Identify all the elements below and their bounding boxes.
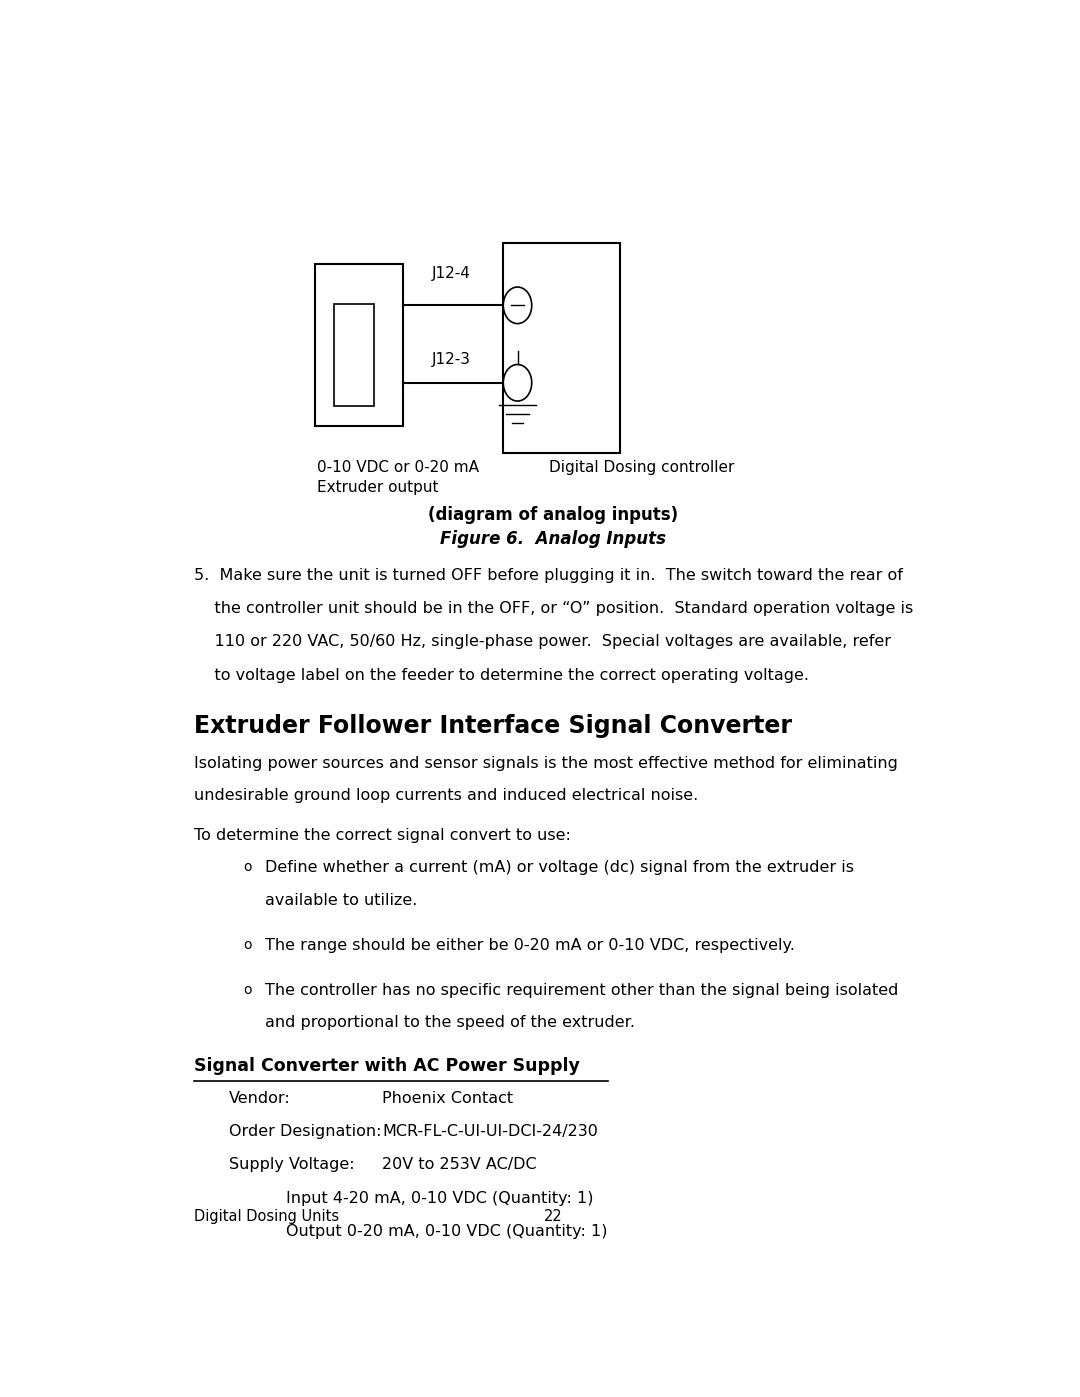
Text: To determine the correct signal convert to use:: To determine the correct signal convert … [193,828,570,844]
Text: 110 or 220 VAC, 50/60 Hz, single-phase power.  Special voltages are available, r: 110 or 220 VAC, 50/60 Hz, single-phase p… [193,634,891,650]
Text: Vendor:: Vendor: [229,1091,291,1105]
Bar [503,243,620,453]
Circle shape [503,365,531,401]
Text: Digital Dosing controller: Digital Dosing controller [550,460,734,475]
Text: J12-4: J12-4 [432,265,471,281]
Text: o: o [244,983,253,997]
Text: Extruder Follower Interface Signal Converter: Extruder Follower Interface Signal Conve… [193,714,792,738]
Text: to voltage label on the feeder to determine the correct operating voltage.: to voltage label on the feeder to determ… [193,668,809,683]
Text: The range should be either be 0-20 mA or 0-10 VDC, respectively.: The range should be either be 0-20 mA or… [265,937,795,953]
Text: Define whether a current (mA) or voltage (dc) signal from the extruder is: Define whether a current (mA) or voltage… [265,861,853,876]
Bar [315,264,403,426]
Text: Order Designation:: Order Designation: [229,1125,381,1139]
Text: 5.  Make sure the unit is turned OFF before plugging it in.  The switch toward t: 5. Make sure the unit is turned OFF befo… [193,567,903,583]
Text: o: o [244,937,253,951]
Text: Supply Voltage:: Supply Voltage: [229,1157,354,1172]
Text: 22: 22 [544,1208,563,1224]
Text: Output 0-20 mA, 0-10 VDC (Quantity: 1): Output 0-20 mA, 0-10 VDC (Quantity: 1) [285,1224,607,1239]
Text: 20V to 253V AC/DC: 20V to 253V AC/DC [382,1157,537,1172]
Text: Signal Converter with AC Power Supply: Signal Converter with AC Power Supply [193,1058,580,1076]
Text: 0-10 VDC or 0-20 mA: 0-10 VDC or 0-20 mA [318,460,480,475]
Text: Figure 6.  Analog Inputs: Figure 6. Analog Inputs [441,529,666,548]
Text: o: o [244,861,253,875]
Text: available to utilize.: available to utilize. [265,893,417,908]
Text: The controller has no specific requirement other than the signal being isolated: The controller has no specific requireme… [265,983,899,997]
Text: Isolating power sources and sensor signals is the most effective method for elim: Isolating power sources and sensor signa… [193,756,897,771]
Text: Extruder output: Extruder output [318,479,438,495]
Text: undesirable ground loop currents and induced electrical noise.: undesirable ground loop currents and ind… [193,788,698,803]
Text: Phoenix Contact: Phoenix Contact [382,1091,513,1105]
Text: J12-3: J12-3 [432,352,471,366]
Text: Input 4-20 mA, 0-10 VDC (Quantity: 1): Input 4-20 mA, 0-10 VDC (Quantity: 1) [285,1190,593,1206]
Bar [334,305,375,407]
Text: the controller unit should be in the OFF, or “O” position.  Standard operation v: the controller unit should be in the OFF… [193,601,913,616]
Circle shape [503,286,531,324]
Text: MCR-FL-C-UI-UI-DCI-24/230: MCR-FL-C-UI-UI-DCI-24/230 [382,1125,598,1139]
Text: and proportional to the speed of the extruder.: and proportional to the speed of the ext… [265,1016,635,1030]
Text: (diagram of analog inputs): (diagram of analog inputs) [429,507,678,524]
Text: Digital Dosing Units: Digital Dosing Units [193,1208,339,1224]
